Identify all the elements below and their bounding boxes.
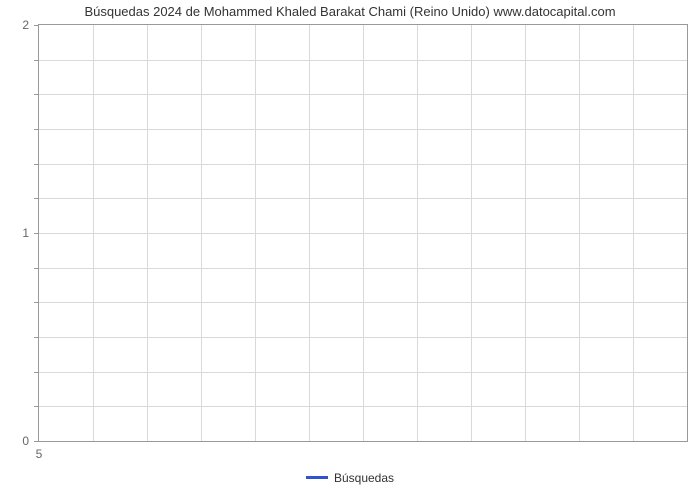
grid-hline <box>39 406 687 407</box>
grid-hline <box>39 302 687 303</box>
y-tick-mark <box>34 164 39 165</box>
x-tick-label: 5 <box>36 447 43 461</box>
y-tick-mark <box>34 233 39 234</box>
y-tick-mark <box>34 268 39 269</box>
grid-hline <box>39 198 687 199</box>
grid-hline <box>39 337 687 338</box>
plot-area: 0125 <box>38 24 688 442</box>
grid-hline <box>39 372 687 373</box>
grid-hline <box>39 94 687 95</box>
y-tick-mark <box>34 129 39 130</box>
legend-swatch-icon <box>306 476 328 479</box>
grid-hline <box>39 60 687 61</box>
y-tick-mark <box>34 337 39 338</box>
chart-container: Búsquedas 2024 de Mohammed Khaled Baraka… <box>0 0 700 500</box>
y-tick-mark <box>34 372 39 373</box>
grid-hline <box>39 233 687 234</box>
y-tick-label: 1 <box>22 226 29 240</box>
y-tick-label: 2 <box>22 18 29 32</box>
grid-hline <box>39 164 687 165</box>
chart-title: Búsquedas 2024 de Mohammed Khaled Baraka… <box>0 4 700 19</box>
y-tick-mark <box>34 406 39 407</box>
y-tick-mark <box>34 60 39 61</box>
legend: Búsquedas <box>0 468 700 485</box>
y-tick-mark <box>34 25 39 26</box>
y-tick-mark <box>34 302 39 303</box>
grid <box>39 25 687 441</box>
grid-hline <box>39 129 687 130</box>
grid-hline <box>39 268 687 269</box>
y-tick-label: 0 <box>22 434 29 448</box>
y-tick-mark <box>34 94 39 95</box>
legend-label: Búsquedas <box>334 471 394 485</box>
legend-item: Búsquedas <box>306 471 394 485</box>
y-tick-mark <box>34 441 39 442</box>
y-tick-mark <box>34 198 39 199</box>
